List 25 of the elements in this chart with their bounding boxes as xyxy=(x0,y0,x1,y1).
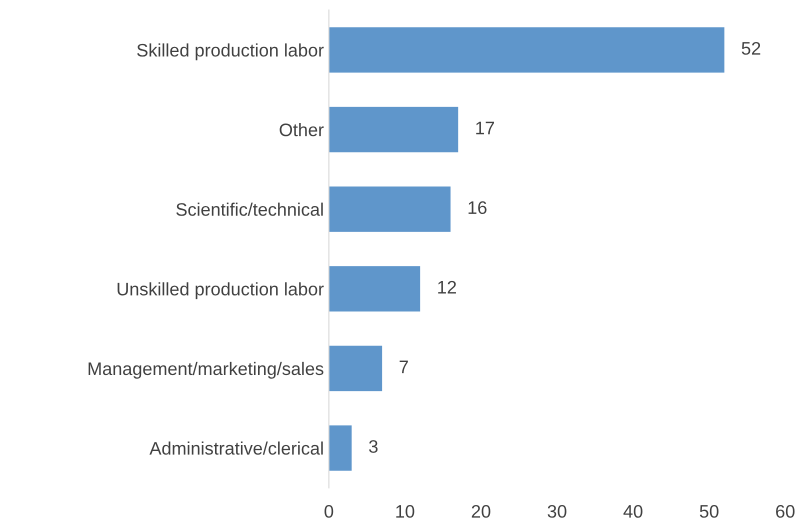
y-tick-label: Management/marketing/sales xyxy=(88,362,324,379)
y-tick-label: Unskilled production labor xyxy=(118,282,324,300)
bar xyxy=(328,346,382,392)
data-label: 52 xyxy=(742,42,760,55)
data-label: 7 xyxy=(400,360,408,374)
bar xyxy=(328,425,352,471)
x-tick-label: 30 xyxy=(548,504,566,518)
x-tick-label: 0 xyxy=(324,504,334,518)
bar xyxy=(328,266,420,312)
x-tick-label: 10 xyxy=(396,504,414,518)
y-tick-label: Administrative/clerical xyxy=(149,441,323,455)
data-label: 3 xyxy=(369,440,378,453)
data-label: 12 xyxy=(438,280,456,294)
y-tick-label: Other xyxy=(280,123,324,136)
x-tick-label: 50 xyxy=(700,504,718,518)
y-tick-label: Scientific/technical xyxy=(176,202,323,216)
bar xyxy=(328,106,458,152)
x-tick-label: 20 xyxy=(472,504,490,518)
x-tick-label: 40 xyxy=(623,504,642,518)
data-label: 16 xyxy=(468,201,487,214)
x-tick-label: 60 xyxy=(776,504,795,518)
bar xyxy=(328,186,451,232)
y-tick-label: Skilled production labor xyxy=(137,43,324,60)
bar xyxy=(328,27,724,73)
data-label: 17 xyxy=(476,122,494,134)
